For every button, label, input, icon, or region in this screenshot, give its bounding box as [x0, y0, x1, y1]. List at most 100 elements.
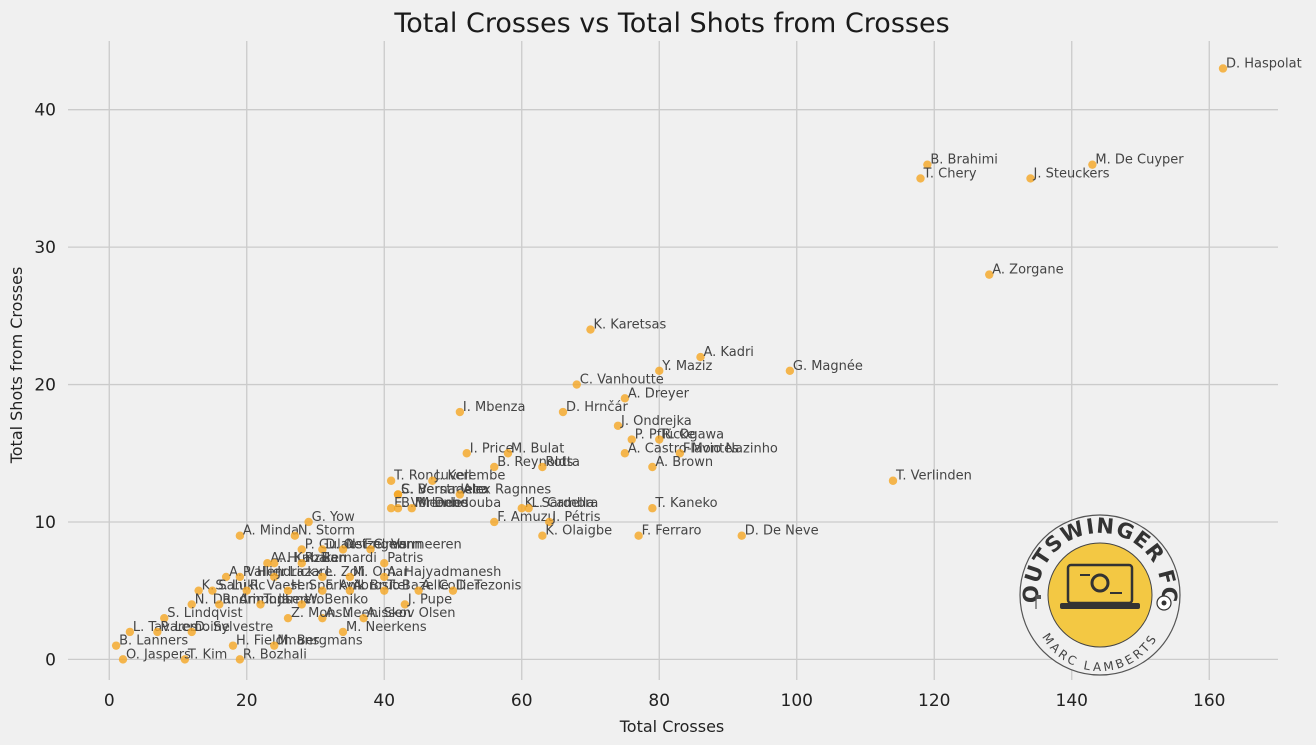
point-label: P. Lemoine	[160, 620, 230, 635]
point-marker	[318, 613, 327, 623]
scatter-point: L. Cambra	[524, 496, 599, 513]
scatter-point: O. Jaspers	[118, 647, 191, 664]
point-marker	[393, 490, 403, 499]
point-label: T. Verlinden	[895, 469, 972, 484]
point-marker	[208, 586, 217, 595]
point-marker	[380, 572, 389, 582]
point-label: A. Dreyer	[628, 386, 690, 401]
point-marker	[318, 545, 327, 554]
point-label: T. Kim	[187, 647, 227, 662]
point-marker	[428, 476, 437, 485]
scatter-point: J. Ondrejka	[613, 414, 692, 430]
point-marker	[572, 380, 581, 389]
scatter-point: A. Kabalan	[270, 551, 346, 568]
point-label: S. Lukic	[215, 579, 265, 594]
point-marker	[270, 641, 279, 650]
point-marker	[503, 449, 513, 458]
scatter-point: N. Storm	[290, 524, 355, 540]
scatter-point: R. Bernardi	[297, 551, 377, 568]
scatter-point: S. Lindqvist	[160, 606, 243, 623]
scatter-point: T. Bazelle	[380, 579, 449, 595]
point-marker	[1218, 64, 1228, 73]
x-tick-label: 40	[373, 691, 395, 711]
point-label: A. Kadri	[704, 345, 754, 360]
point-marker	[393, 504, 403, 513]
scatter-point: K. Sardella	[517, 496, 594, 513]
point-marker	[586, 325, 595, 334]
point-marker	[153, 627, 162, 637]
scatter-point: T. Kaneko	[648, 496, 718, 513]
point-label: B. Lanners	[119, 634, 188, 649]
point-marker	[380, 558, 389, 568]
point-label: P. Pflücke	[635, 428, 696, 443]
y-tick-label: 20	[34, 376, 56, 396]
point-label: R. Bernardi	[305, 551, 377, 566]
scatter-points: D. Haspolat B. Brahimi M. De Cuyper T. Cher…	[111, 56, 1302, 664]
scatter-point: J. Pétris	[545, 510, 601, 527]
point-marker	[558, 407, 568, 417]
point-marker	[634, 531, 643, 540]
point-label: D. De Neve	[745, 524, 819, 539]
point-label: Patris	[387, 551, 423, 566]
point-marker	[160, 613, 169, 623]
point-label: R. Amundsen	[222, 592, 308, 607]
scatter-point: A. Brown	[648, 455, 713, 472]
point-marker	[675, 449, 685, 458]
point-marker	[283, 586, 293, 595]
point-marker	[490, 462, 499, 472]
point-label: M. Bulat	[511, 441, 564, 456]
point-label: D. Hrnčár	[566, 400, 629, 415]
scatter-point: Rotta	[538, 455, 580, 472]
point-marker	[490, 517, 499, 527]
point-label: L. Cambra	[532, 496, 599, 511]
scatter-point: M. Omar	[345, 565, 409, 582]
point-label: W. Beniko	[305, 592, 368, 607]
scatter-point: A. Hajyadmanesh	[380, 565, 501, 582]
point-marker	[737, 531, 746, 540]
scatter-point: M. Bulat	[503, 441, 564, 458]
point-marker	[517, 504, 526, 513]
point-label: K. Karetsas	[594, 318, 667, 333]
point-marker	[290, 531, 300, 540]
point-label: J. Pétris	[551, 510, 601, 525]
point-label: C. Vermeeren	[374, 537, 462, 552]
scatter-point: D. Hrnčár	[558, 400, 629, 417]
x-tick-label: 120	[918, 691, 950, 711]
point-label: J. Pupe	[407, 592, 452, 607]
flag-icon	[1035, 595, 1041, 609]
point-marker	[366, 545, 375, 554]
point-label: R. Bozhali	[243, 647, 307, 662]
point-marker	[448, 586, 458, 595]
scatter-point: G. Magnée	[785, 359, 863, 376]
point-marker	[386, 476, 396, 485]
point-marker	[318, 572, 327, 582]
point-marker	[1088, 160, 1097, 169]
point-label: A. Zorgane	[992, 263, 1063, 278]
scatter-point: D. Sylvestre	[187, 620, 273, 637]
scatter-point: D. Tezonis	[448, 579, 522, 595]
scatter-point: Alex Ragnnes	[455, 482, 551, 499]
scatter-point: R. Vaesen	[242, 579, 313, 595]
point-label: O. Jaspers	[126, 647, 191, 662]
scatter-point: A. Kadri	[696, 345, 754, 362]
point-label: J. Steuckers	[1033, 166, 1110, 181]
scatter-point: A. Brutel	[345, 579, 409, 595]
scatter-point: C. Vermeeren	[366, 537, 462, 554]
point-marker	[455, 490, 465, 499]
point-marker	[538, 462, 547, 472]
scatter-point: Z. Monsu	[283, 606, 351, 623]
point-marker	[407, 504, 416, 513]
point-label: Y. Maziz	[661, 359, 712, 374]
point-label: M. Bergmans	[277, 634, 363, 649]
point-label: A. Hunziker	[270, 551, 345, 566]
football-icon	[1156, 595, 1172, 611]
point-label: G. Yow	[312, 510, 356, 525]
point-label: P. Hendrickx	[243, 565, 323, 580]
point-label: F. Ferraro	[642, 524, 702, 539]
point-label: D. Oetzelmann	[325, 537, 422, 552]
point-label: T. Jarnero	[263, 592, 325, 607]
point-marker	[297, 545, 306, 554]
point-marker	[524, 504, 533, 513]
point-marker	[380, 586, 389, 595]
